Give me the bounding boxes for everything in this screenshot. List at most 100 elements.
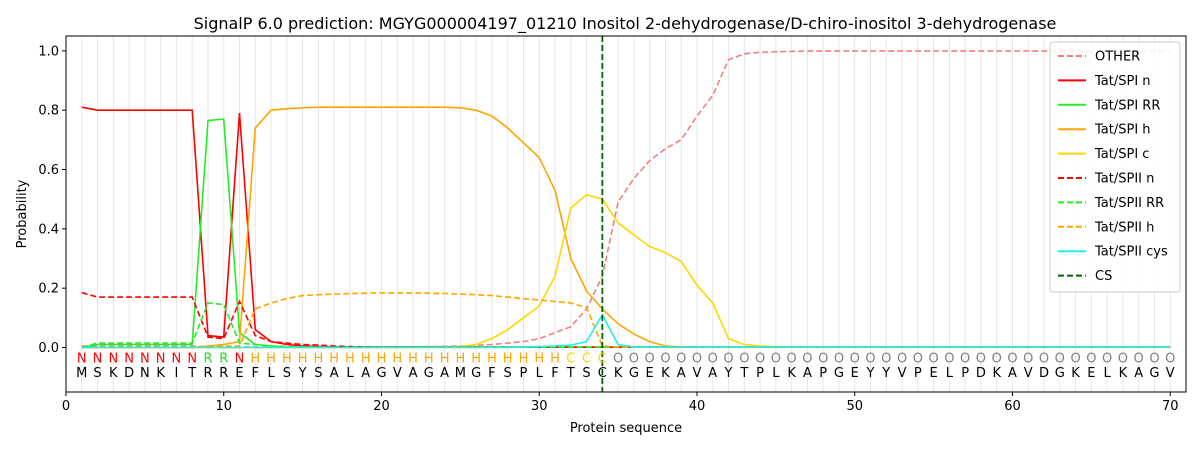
region-label: O [787,351,797,366]
region-label: O [976,351,986,366]
residue-label: D [976,366,986,381]
region-label: H [298,351,308,366]
residue-label: P [961,366,969,381]
x-tick-label: 40 [689,399,706,414]
region-label: C [598,351,607,366]
residue-label: P [520,366,528,381]
residue-label: A [440,366,449,381]
residue-label: E [235,366,243,381]
y-tick-label: 0.2 [38,282,59,297]
series-line-7 [81,292,1171,349]
y-axis-ticks: 0.0 0.2 0.4 0.6 0.8 1.0 [38,44,66,356]
residue-label: N [140,366,150,381]
region-label: H [282,351,292,366]
residue-label: V [1166,366,1175,381]
region-label: R [219,351,228,366]
region-label: O [928,351,938,366]
region-label: H [345,351,355,366]
residue-label: I [175,366,179,381]
residue-label: K [156,366,165,381]
residue-label: E [851,366,859,381]
y-axis-label: Probability [15,179,30,248]
region-label: N [124,351,134,366]
residue-label: E [1087,366,1095,381]
residue-label: T [739,366,748,381]
region-label: O [676,351,686,366]
residue-label: M [455,366,466,381]
region-label: N [93,351,103,366]
y-tick-label: 0.8 [38,104,59,119]
residue-label: G [1149,366,1159,381]
region-label: H [408,351,418,366]
residue-label: A [409,366,418,381]
residue-label: D [1039,366,1049,381]
region-label: O [629,351,639,366]
residue-label: L [267,366,275,381]
residue-label: G [1055,366,1065,381]
region-label: O [865,351,875,366]
legend-label: Tat/SPI RR [1094,98,1160,113]
residue-label: S [504,366,512,381]
region-label: O [1070,351,1080,366]
residue-label: G [471,366,481,381]
residue-label: L [946,366,954,381]
legend-label: Tat/SPII cys [1094,245,1168,260]
region-label: O [992,351,1002,366]
region-label: O [960,351,970,366]
residue-label: G [834,366,844,381]
region-label: H [550,351,560,366]
series-line-5 [81,291,1171,349]
residue-label: T [187,366,196,381]
residue-label: P [914,366,922,381]
region-label: H [440,351,450,366]
region-label: H [377,351,387,366]
y-tick-label: 0.0 [38,341,59,356]
residue-label: K [109,366,118,381]
region-label: O [944,351,954,366]
region-label: O [818,351,828,366]
residue-label: K [1119,366,1128,381]
region-label: N [187,351,197,366]
residue-label: G [629,366,639,381]
residue-label: G [376,366,386,381]
series-line-6 [81,302,1171,349]
region-label: H [534,351,544,366]
y-tick-label: 0.4 [38,222,59,237]
residue-label: L [346,366,354,381]
legend-label: OTHER [1095,50,1140,65]
residue-label: V [693,366,702,381]
residue-label: Y [881,366,890,381]
x-tick-label: 10 [215,399,232,414]
region-label: N [235,351,245,366]
region-label: O [1149,351,1159,366]
residue-label: D [124,366,134,381]
legend-label: Tat/SPI n [1094,74,1151,89]
residue-label: Y [298,366,307,381]
series-line-1 [81,106,1171,349]
plot-frame [65,35,1187,393]
region-label: O [913,351,923,366]
residue-label: C [598,366,607,381]
region-label: N [108,351,118,366]
residue-label: S [93,366,101,381]
region-label: O [613,351,623,366]
residue-label: A [677,366,686,381]
legend-label: Tat/SPI c [1094,147,1149,162]
region-label: H [519,351,529,366]
residue-label: F [488,366,495,381]
x-axis-ticks: 0 10 20 30 40 50 60 70 [62,392,1178,414]
region-label: N [77,351,87,366]
region-label: O [1134,351,1144,366]
residue-label: E [929,366,937,381]
residue-label: G [424,366,434,381]
region-label: H [424,351,434,366]
series-line-8 [81,313,1171,349]
residue-label: S [582,366,590,381]
region-label: H [329,351,339,366]
residue-label: F [551,366,558,381]
region-label: O [1086,351,1096,366]
residue-label: K [787,366,796,381]
legend-label: Tat/SPI h [1094,123,1151,138]
